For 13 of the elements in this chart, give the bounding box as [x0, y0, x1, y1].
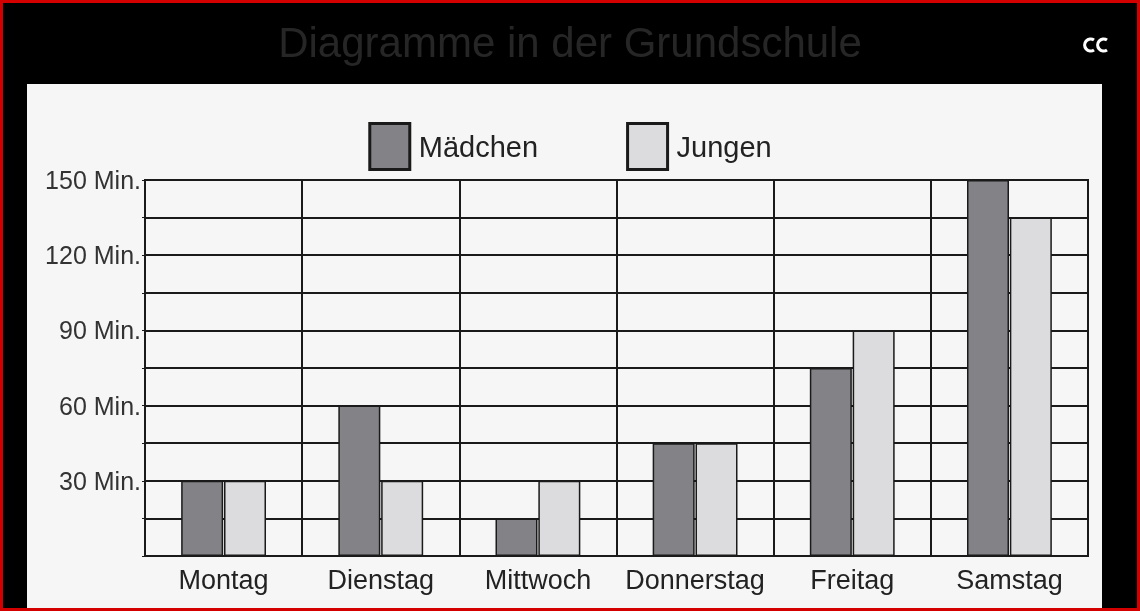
- x-tick-label: Donnerstag: [625, 564, 765, 595]
- legend-label: Mädchen: [418, 130, 539, 163]
- legend-label: Jungen: [676, 130, 772, 163]
- y-tick-label: 60 Min.: [59, 391, 141, 420]
- x-tick-label: Montag: [178, 564, 269, 595]
- y-tick-label: 90 Min.: [59, 316, 141, 345]
- x-tick-label: Samstag: [956, 564, 1063, 595]
- y-tick-label: 150 Min.: [45, 166, 141, 194]
- x-tick-label: Mittwoch: [484, 564, 592, 595]
- y-tick-label: 120 Min.: [45, 241, 141, 270]
- y-tick-label: 30 Min.: [59, 466, 141, 495]
- x-tick-label: Freitag: [810, 564, 895, 595]
- x-tick-label: Dienstag: [327, 564, 435, 595]
